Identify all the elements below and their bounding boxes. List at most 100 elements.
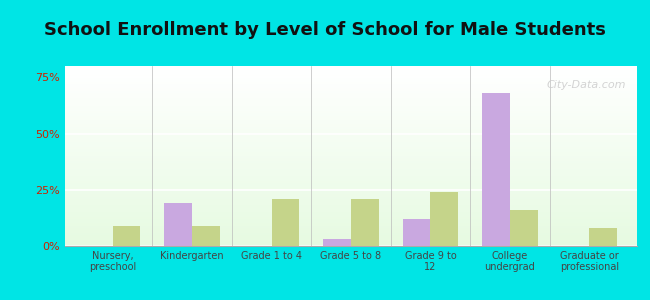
Bar bbox=[65, 98, 637, 100]
Bar bbox=[65, 66, 637, 68]
Bar bbox=[65, 125, 637, 127]
Bar bbox=[65, 161, 637, 163]
Bar bbox=[65, 237, 637, 239]
Bar bbox=[65, 138, 637, 140]
Bar bbox=[65, 129, 637, 131]
Bar bbox=[65, 115, 637, 116]
Bar bbox=[65, 160, 637, 161]
Bar bbox=[65, 183, 637, 185]
Bar bbox=[65, 111, 637, 113]
Bar bbox=[65, 84, 637, 86]
Bar bbox=[65, 77, 637, 79]
Bar bbox=[65, 210, 637, 212]
Bar bbox=[65, 133, 637, 134]
Bar bbox=[65, 116, 637, 118]
Bar bbox=[65, 169, 637, 170]
Bar bbox=[65, 208, 637, 210]
Bar bbox=[65, 88, 637, 89]
Bar bbox=[65, 147, 637, 149]
Bar bbox=[65, 118, 637, 120]
Bar bbox=[65, 228, 637, 230]
Bar bbox=[65, 230, 637, 232]
Bar bbox=[112, 226, 140, 246]
Bar bbox=[65, 233, 637, 235]
Bar bbox=[65, 188, 637, 190]
Bar bbox=[65, 223, 637, 224]
Bar bbox=[65, 215, 637, 217]
Bar bbox=[65, 131, 637, 133]
Bar bbox=[65, 226, 637, 228]
Bar bbox=[65, 143, 637, 145]
Bar bbox=[65, 93, 637, 95]
Bar bbox=[65, 241, 637, 242]
Bar bbox=[65, 145, 637, 147]
Bar bbox=[65, 196, 637, 197]
Bar bbox=[65, 152, 637, 154]
Bar bbox=[65, 205, 637, 206]
Bar bbox=[65, 68, 637, 70]
Bar bbox=[430, 192, 458, 246]
Bar bbox=[272, 199, 300, 246]
Bar bbox=[65, 219, 637, 221]
Bar bbox=[65, 80, 637, 82]
Bar bbox=[65, 170, 637, 172]
Bar bbox=[65, 104, 637, 106]
Bar bbox=[65, 89, 637, 91]
Bar bbox=[65, 244, 637, 246]
Bar bbox=[65, 107, 637, 109]
Bar bbox=[65, 217, 637, 219]
Bar bbox=[65, 232, 637, 233]
Bar bbox=[65, 221, 637, 223]
Bar bbox=[65, 192, 637, 194]
Bar bbox=[65, 203, 637, 205]
Bar bbox=[323, 239, 351, 246]
Bar bbox=[65, 212, 637, 214]
Bar bbox=[65, 97, 637, 98]
Bar bbox=[65, 127, 637, 129]
Bar bbox=[65, 165, 637, 167]
Bar bbox=[65, 91, 637, 93]
Bar bbox=[65, 224, 637, 226]
Bar bbox=[65, 82, 637, 84]
Bar bbox=[65, 156, 637, 158]
Bar bbox=[65, 100, 637, 102]
Bar bbox=[65, 73, 637, 75]
Bar bbox=[65, 242, 637, 244]
Bar bbox=[510, 210, 538, 246]
Bar bbox=[65, 185, 637, 187]
Bar bbox=[65, 214, 637, 215]
Bar bbox=[65, 178, 637, 179]
Bar bbox=[65, 71, 637, 73]
Bar bbox=[65, 199, 637, 201]
Bar bbox=[65, 120, 637, 122]
Bar bbox=[351, 199, 379, 246]
Bar bbox=[65, 163, 637, 165]
Bar bbox=[65, 95, 637, 97]
Bar bbox=[482, 93, 510, 246]
Bar bbox=[65, 149, 637, 151]
Bar bbox=[65, 194, 637, 196]
Bar bbox=[65, 174, 637, 176]
Bar bbox=[65, 201, 637, 203]
Bar bbox=[65, 102, 637, 104]
Bar bbox=[65, 239, 637, 241]
Bar bbox=[65, 113, 637, 115]
Bar bbox=[590, 228, 617, 246]
Text: City-Data.com: City-Data.com bbox=[546, 80, 625, 90]
Bar bbox=[65, 106, 637, 107]
Bar bbox=[65, 134, 637, 136]
Bar bbox=[192, 226, 220, 246]
Bar bbox=[65, 197, 637, 199]
Bar bbox=[65, 122, 637, 124]
Bar bbox=[65, 70, 637, 71]
Bar bbox=[65, 167, 637, 169]
Bar bbox=[65, 206, 637, 208]
Bar bbox=[65, 176, 637, 178]
Bar bbox=[65, 235, 637, 237]
Text: School Enrollment by Level of School for Male Students: School Enrollment by Level of School for… bbox=[44, 21, 606, 39]
Bar bbox=[65, 86, 637, 88]
Bar bbox=[65, 136, 637, 138]
Bar bbox=[65, 181, 637, 183]
Bar bbox=[65, 187, 637, 188]
Bar bbox=[65, 158, 637, 160]
